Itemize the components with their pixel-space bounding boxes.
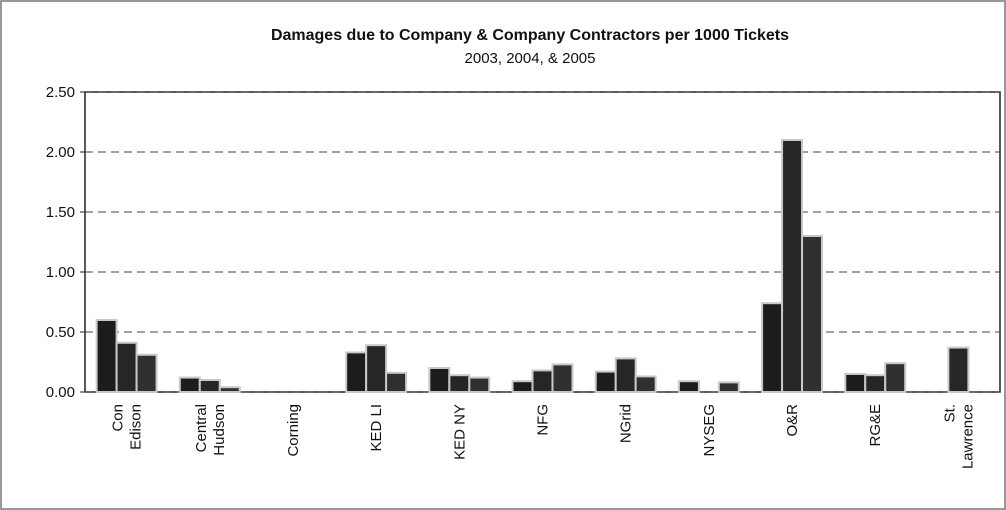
x-tick-label: ConEdison — [110, 404, 145, 450]
chart-subtitle: 2003, 2004, & 2005 — [465, 50, 596, 67]
x-tick-label: NFG — [535, 404, 552, 436]
x-tick-label-line: O&R — [784, 404, 801, 437]
bar — [428, 367, 451, 393]
bar — [115, 341, 138, 393]
bar — [884, 362, 907, 394]
bar — [844, 373, 867, 393]
x-tick-label-line: Edison — [128, 404, 145, 450]
bar — [717, 381, 740, 393]
x-tick-label-line: Central — [193, 404, 210, 452]
x-tick-label-line: Con — [110, 404, 127, 432]
bar — [801, 235, 823, 393]
bar — [365, 344, 388, 394]
bar — [178, 376, 201, 394]
x-tick-label-line: Lawrence — [959, 404, 976, 469]
x-tick-label-line: KED NY — [451, 404, 468, 460]
bar — [135, 353, 158, 393]
bar — [947, 346, 970, 394]
bar — [95, 319, 118, 393]
x-tick-label: KED NY — [451, 404, 468, 460]
bar — [385, 371, 408, 393]
x-tick-label-line: NYSEG — [701, 404, 718, 457]
bar — [531, 369, 554, 393]
x-tick-label: NGrid — [618, 404, 635, 443]
x-tick-label: St.Lawrence — [941, 404, 976, 469]
chart-title: Damages due to Company & Company Contrac… — [271, 27, 789, 44]
bar — [677, 380, 700, 394]
bar — [781, 139, 804, 393]
bar — [468, 376, 491, 394]
x-tick-label-line: Hudson — [211, 404, 228, 456]
bar — [511, 380, 534, 394]
bar — [594, 370, 617, 394]
x-tick-label-line: RG&E — [867, 404, 884, 447]
x-tick-label: NYSEG — [701, 404, 718, 457]
x-tick-label-line: Corning — [285, 404, 302, 457]
x-tick-label-line: NFG — [535, 404, 552, 436]
x-tick-label: CentralHudson — [193, 404, 228, 456]
y-tick-label: 2.00 — [46, 144, 75, 161]
bar — [345, 351, 368, 393]
y-tick-label: 1.50 — [46, 204, 75, 221]
x-tick-label-line: KED LI — [368, 404, 385, 452]
x-tick-label-line: NGrid — [618, 404, 635, 443]
y-tick-label: 1.00 — [46, 264, 75, 281]
bar — [218, 386, 241, 394]
bar — [198, 379, 221, 393]
y-tick-label: 2.50 — [46, 84, 75, 101]
bar — [864, 374, 887, 394]
bar — [448, 374, 471, 394]
y-tick-label: 0.50 — [46, 324, 75, 341]
x-tick-label-line: St. — [941, 404, 958, 422]
bar — [551, 363, 574, 393]
x-tick-label: O&R — [784, 404, 801, 437]
x-tick-label: KED LI — [368, 404, 385, 452]
bar — [761, 302, 784, 394]
x-tick-label: Corning — [285, 404, 302, 457]
bar — [614, 357, 637, 393]
bar — [634, 375, 657, 393]
y-tick-label: 0.00 — [46, 384, 75, 401]
x-tick-label: RG&E — [867, 404, 884, 447]
